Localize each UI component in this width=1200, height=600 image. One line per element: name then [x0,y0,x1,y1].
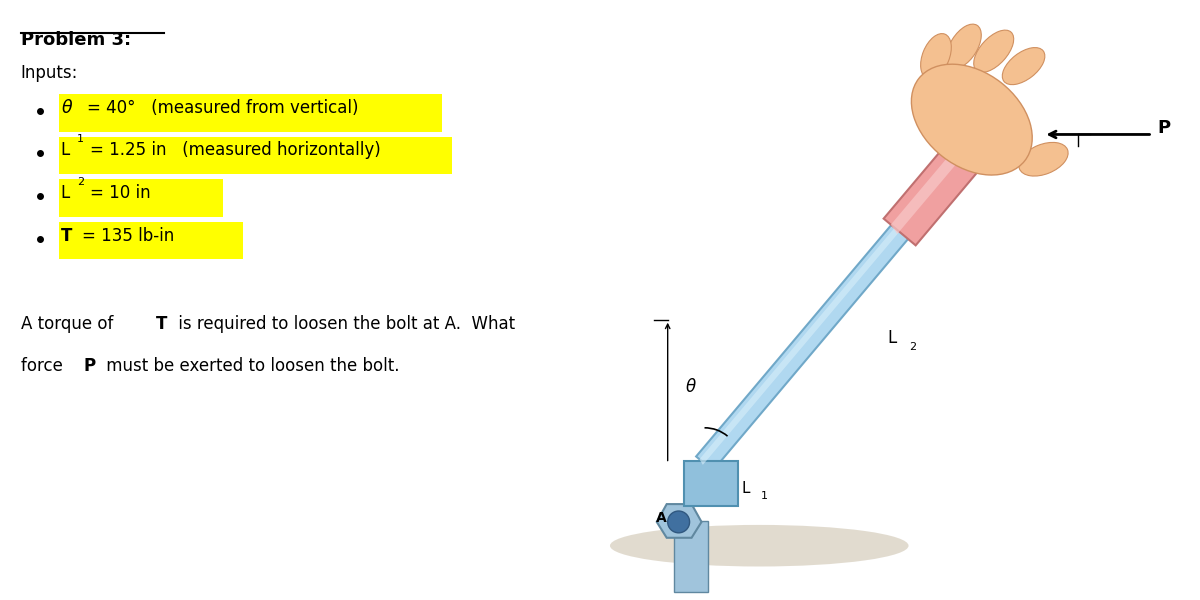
Text: = 1.25 in   (measured horizontally): = 1.25 in (measured horizontally) [90,142,382,160]
Text: 1: 1 [77,134,84,144]
Text: L: L [742,481,750,496]
Text: P: P [84,358,96,376]
Text: must be exerted to loosen the bolt.: must be exerted to loosen the bolt. [101,358,400,376]
FancyBboxPatch shape [59,137,451,174]
Text: 2: 2 [77,176,84,187]
FancyBboxPatch shape [59,222,242,259]
Text: L: L [888,329,896,347]
Ellipse shape [973,30,1014,73]
Text: $\theta$: $\theta$ [60,99,73,117]
Text: = 10 in: = 10 in [90,184,151,202]
Text: 1: 1 [761,491,768,501]
FancyBboxPatch shape [59,179,223,217]
Text: 2: 2 [910,342,917,352]
Polygon shape [656,504,702,538]
Text: is required to loosen the bolt at A.  What: is required to loosen the bolt at A. Wha… [174,315,516,333]
Text: A torque of: A torque of [20,315,119,333]
Ellipse shape [947,24,982,68]
Polygon shape [890,131,976,234]
Text: Problem 3:: Problem 3: [20,31,131,49]
Ellipse shape [610,525,908,566]
Text: Inputs:: Inputs: [20,64,78,82]
Ellipse shape [920,34,952,79]
Text: A: A [656,511,667,525]
Text: T: T [60,227,72,245]
Text: = 40°   (measured from vertical): = 40° (measured from vertical) [88,99,359,117]
FancyBboxPatch shape [59,94,442,131]
Polygon shape [700,148,965,465]
Polygon shape [696,145,976,470]
Ellipse shape [911,64,1032,175]
FancyBboxPatch shape [673,521,708,592]
Polygon shape [883,125,995,245]
Text: force: force [20,358,68,376]
Text: P: P [1158,119,1170,137]
Text: $\theta$: $\theta$ [685,378,696,396]
Ellipse shape [667,511,690,533]
Text: L: L [60,184,70,202]
Text: L: L [60,142,70,160]
Ellipse shape [1002,47,1045,85]
Ellipse shape [1019,142,1068,176]
FancyBboxPatch shape [684,461,738,506]
Text: = 135 lb-in: = 135 lb-in [83,227,175,245]
Text: T: T [156,315,168,333]
